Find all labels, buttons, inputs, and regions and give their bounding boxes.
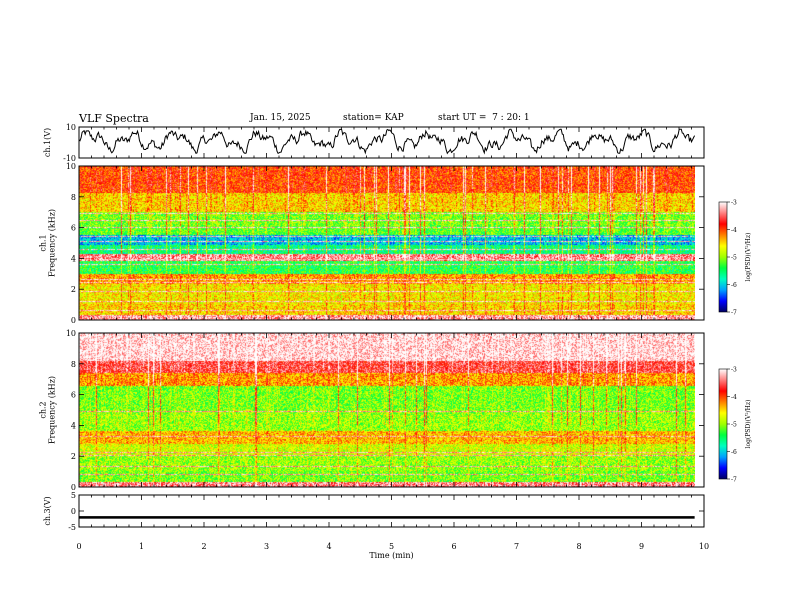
colorbar bbox=[718, 368, 728, 480]
y-tick-label: 4 bbox=[71, 421, 76, 430]
x-tick-label: 5 bbox=[389, 542, 394, 551]
y-tick-label: 6 bbox=[71, 224, 76, 233]
y-tick-label: 10 bbox=[66, 329, 76, 338]
x-tick-label: 6 bbox=[451, 542, 456, 551]
x-tick-label: 7 bbox=[514, 542, 519, 551]
y-tick-label: 5 bbox=[71, 491, 76, 500]
y-axis-label: ch.1 bbox=[39, 234, 48, 251]
colorbar-tick-label: -6 bbox=[731, 449, 737, 456]
y-tick-label: 4 bbox=[71, 254, 76, 263]
colorbar-tick-label: -3 bbox=[731, 367, 737, 374]
colorbar-tick-label: -7 bbox=[731, 310, 737, 317]
y-tick-label: 2 bbox=[71, 285, 76, 294]
colorbar-tick-label: -5 bbox=[731, 255, 737, 262]
date-label: Jan. 15, 2025 bbox=[250, 113, 311, 123]
x-tick-label: 10 bbox=[699, 542, 709, 551]
colorbar-label: log(PSD)(V²/Hz) bbox=[745, 400, 752, 449]
y-axis-label: Frequency (kHz) bbox=[48, 209, 57, 277]
y-tick-label: 8 bbox=[71, 193, 76, 202]
colorbar bbox=[718, 201, 728, 313]
colorbar-label: log(PSD)(V²/Hz) bbox=[745, 233, 752, 282]
spectrogram-1 bbox=[79, 166, 695, 320]
spectrogram-2 bbox=[79, 333, 695, 487]
y-tick-label: 0 bbox=[71, 483, 76, 492]
x-tick-label: 9 bbox=[639, 542, 644, 551]
colorbar-tick-label: -5 bbox=[731, 422, 737, 429]
x-tick-label: 8 bbox=[576, 542, 581, 551]
ch3-waveform-band bbox=[79, 516, 695, 519]
colorbar-tick-label: -4 bbox=[731, 227, 737, 234]
y-tick-label: 8 bbox=[71, 360, 76, 369]
y-tick-label: 10 bbox=[66, 162, 76, 171]
colorbar-tick-label: -4 bbox=[731, 394, 737, 401]
x-tick-label: 2 bbox=[201, 542, 206, 551]
y-axis-label: ch.1(V) bbox=[43, 128, 52, 157]
colorbar-tick-label: -6 bbox=[731, 282, 737, 289]
y-axis-label: Frequency (kHz) bbox=[48, 376, 57, 444]
y-tick-label: 0 bbox=[71, 316, 76, 325]
colorbar-tick-label: -3 bbox=[731, 200, 737, 207]
x-axis-label: Time (min) bbox=[369, 551, 413, 560]
y-tick-label: -5 bbox=[68, 523, 76, 532]
y-axis-label: ch.3(V) bbox=[43, 496, 52, 525]
x-tick-label: 0 bbox=[76, 542, 81, 551]
y-tick-label: 10 bbox=[66, 123, 76, 132]
y-axis-label: ch.2 bbox=[39, 401, 48, 418]
y-tick-label: -10 bbox=[63, 154, 76, 163]
x-tick-label: 4 bbox=[326, 542, 331, 551]
ch1-waveform-line bbox=[78, 128, 696, 155]
start-time-label: start UT = 7 : 20: 1 bbox=[438, 113, 530, 123]
y-tick-label: 0 bbox=[71, 507, 76, 516]
x-tick-label: 3 bbox=[264, 542, 269, 551]
colorbar-tick-label: -7 bbox=[731, 477, 737, 484]
station-label: station= KAP bbox=[343, 113, 404, 123]
y-tick-label: 6 bbox=[71, 391, 76, 400]
y-tick-label: 2 bbox=[71, 452, 76, 461]
chart-title: VLF Spectra bbox=[79, 112, 149, 125]
x-tick-label: 1 bbox=[139, 542, 144, 551]
